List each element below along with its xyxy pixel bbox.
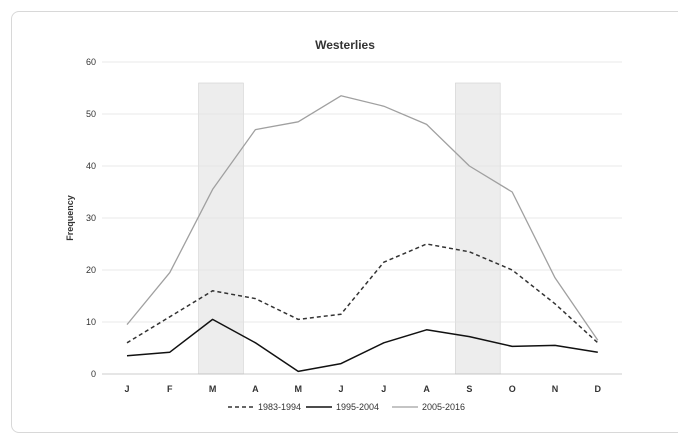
x-tick-label: O [509,384,516,394]
x-tick-label: M [209,384,217,394]
x-tick-label: J [381,384,386,394]
y-tick-label: 0 [91,369,96,379]
x-tick-label: M [294,384,302,394]
line-chart: 0 10 20 30 40 50 60 J F M A M J J A S O N D Westerlies Fre… [65,38,622,412]
chart-title: Westerlies [315,38,375,52]
y-tick-label: 60 [86,57,96,67]
x-tick-label: N [552,384,559,394]
y-tick-label: 40 [86,161,96,171]
y-tick-label: 50 [86,109,96,119]
legend-label-1983-1994: 1983-1994 [258,402,301,412]
legend-label-1995-2004: 1995-2004 [336,402,379,412]
series-line-2005-2016 [126,95,599,341]
x-tick-label: J [338,384,343,394]
axes: 0 10 20 30 40 50 60 J F M A M J J A S O N D [86,57,602,394]
legend: 1983-1994 1995-2004 2005-2016 [228,402,465,412]
gridlines [102,61,622,375]
x-tick-label: F [167,384,173,394]
x-tick-label: D [595,384,602,394]
y-tick-label: 20 [86,265,96,275]
series-lines [126,95,599,373]
x-tick-label: A [423,384,430,394]
legend-label-2005-2016: 2005-2016 [422,402,465,412]
series-line-1995-2004 [126,318,598,373]
series-line-1983-1994 [126,243,599,344]
shaded-band-1 [198,82,244,375]
shaded-band-2 [455,82,501,375]
shaded-regions [198,82,501,375]
y-axis-label: Frequency [65,195,75,241]
x-tick-label: A [252,384,259,394]
y-tick-label: 30 [86,213,96,223]
x-tick-label: S [466,384,472,394]
x-tick-label: J [124,384,129,394]
y-tick-label: 10 [86,317,96,327]
